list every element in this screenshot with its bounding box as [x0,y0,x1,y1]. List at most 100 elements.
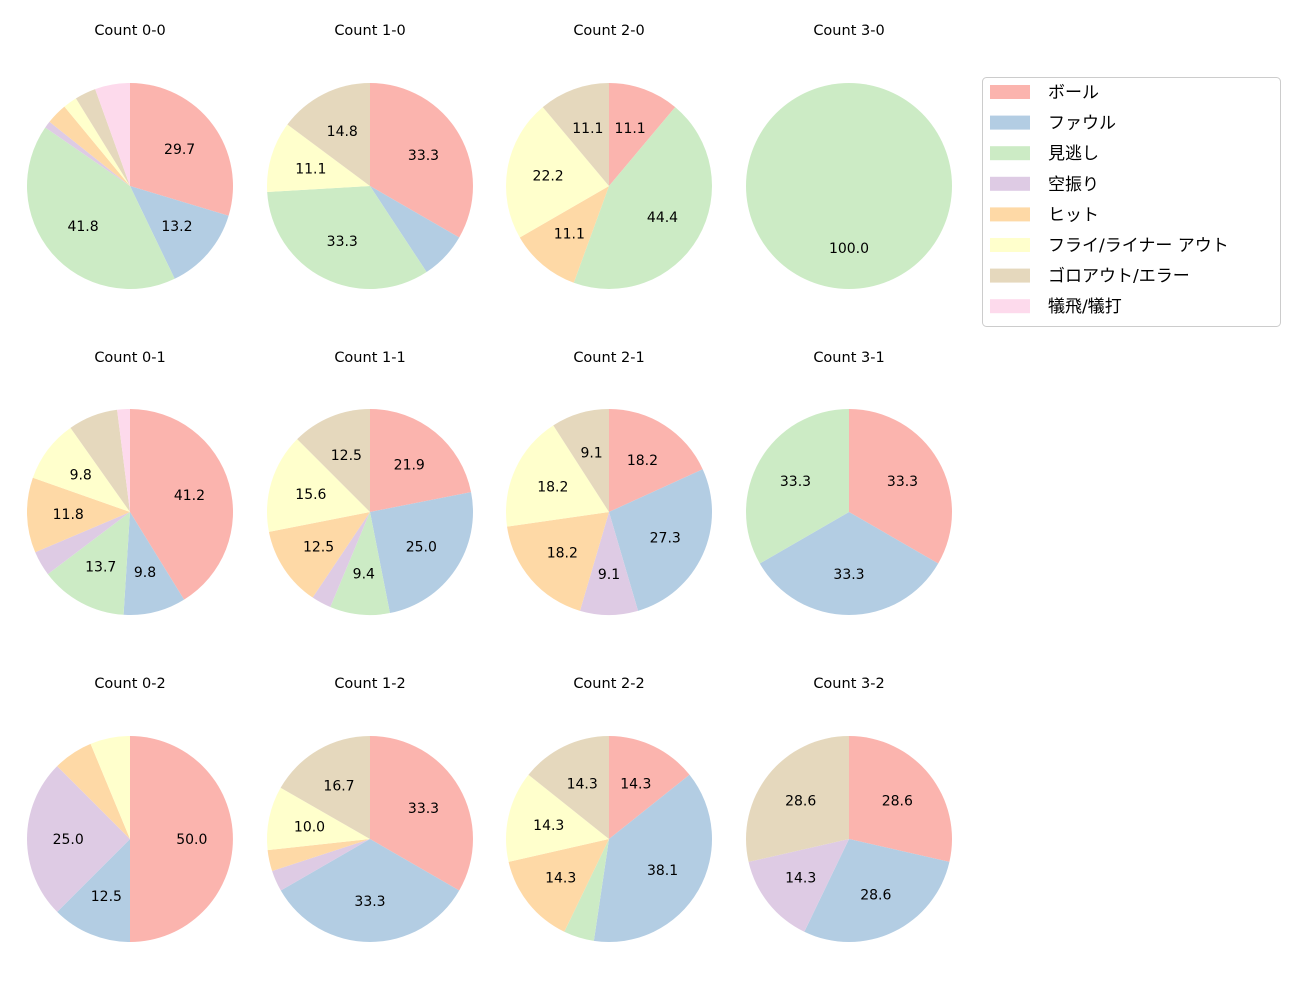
pie-slice [95,83,130,186]
pie-slice [370,186,460,273]
data-label: 14.8 [327,124,358,140]
data-label: 11.1 [295,161,326,177]
pie-slice [130,409,233,600]
pie-slice [609,409,703,512]
data-label: 14.3 [785,871,816,887]
pie-slice [267,839,370,872]
data-label: 33.3 [887,474,918,490]
pie-count-1-2: Count 1-2 33.3 33.3 10.0 16.7 [267,676,473,942]
pie-slice [130,186,229,279]
data-label: 29.7 [164,142,195,158]
pie-slice [267,186,427,290]
data-label: 21.9 [394,457,425,473]
pie-slice [759,512,939,615]
pie-count-3-2: Count 3-2 28.6 28.6 14.3 28.6 [745,676,952,943]
legend-label: フライ/ライナー アウト [1048,236,1229,256]
pie-slice [57,743,131,839]
pie-slice [49,106,130,186]
legend-item: ゴロアウト/エラー [990,266,1190,287]
pie-title: Count 3-1 [813,350,884,366]
data-label: 25.0 [406,539,437,555]
pie-slice [123,512,185,615]
data-label: 33.3 [408,801,439,817]
pie-title: Count 0-1 [94,350,165,366]
pie-count-2-0: Count 2-0 11.1 44.4 11.1 22.2 11.1 [505,23,713,290]
legend-label: ファウル [1048,114,1116,134]
data-label: 16.7 [323,779,354,795]
pie-title: Count 2-0 [573,23,644,39]
pie-slice [70,409,130,512]
data-label: 50.0 [176,832,207,848]
pie-slice [27,766,131,912]
data-label: 11.1 [572,121,603,137]
pie-slice [287,83,370,186]
legend-label: 見逃し [1048,144,1099,164]
pie-slice [47,512,130,615]
pie-count-0-0: Count 0-0 29.7 13.2 41.8 [26,23,234,290]
pie-slice [32,427,130,512]
pie-title: Count 3-2 [813,676,884,692]
legend-label: 空振り [1048,175,1099,195]
data-label: 9.8 [70,468,92,484]
pie-slice [506,774,609,862]
pie-title: Count 2-1 [573,350,644,366]
data-label: 13.2 [161,219,192,235]
data-label: 38.1 [647,863,678,879]
legend-label: ゴロアウト/エラー [1048,266,1190,287]
data-label: 18.2 [627,453,658,469]
data-label: 28.6 [882,793,913,809]
legend-item: フライ/ライナー アウト [990,236,1229,256]
pie-count-0-2: Count 0-2 50.0 12.5 25.0 [27,676,233,942]
pie-slice [57,839,131,942]
legend-item: 犠飛/犠打 [990,297,1122,317]
pie-title: Count 1-1 [334,350,405,366]
pie-title: Count 0-2 [94,676,165,692]
data-label: 15.6 [295,487,326,503]
pie-slice [130,736,233,942]
pie-title: Count 1-2 [334,676,405,692]
pie-slice [579,512,639,615]
data-label: 12.5 [331,448,362,464]
data-label: 11.1 [554,226,585,242]
pie-slice [297,409,370,512]
pie-slice [849,409,952,564]
data-label: 27.3 [650,531,681,547]
data-label: 25.0 [53,832,84,848]
data-label: 33.3 [354,894,385,910]
pie-slice [508,839,609,932]
pie-slice [370,409,472,512]
data-label: 13.7 [85,559,116,575]
data-label: 9.4 [353,566,375,582]
data-label: 10.0 [294,819,325,835]
pie-title: Count 0-0 [94,23,165,39]
legend-label: ボール [1048,83,1099,103]
legend-item: ヒット [990,205,1099,225]
data-label: 22.2 [533,168,564,184]
pie-count-3-0: Count 3-0 100.0 [746,23,952,289]
pie-slice [609,736,690,839]
data-label: 18.2 [537,479,568,495]
pie-slice [64,98,130,186]
pie-slice [370,83,473,238]
data-label: 18.2 [547,545,578,561]
pie-title: Count 3-0 [813,23,884,39]
pie-slice [75,89,130,186]
data-label: 14.3 [567,776,598,792]
legend-item: ボール [990,83,1099,103]
pie-slice [27,477,130,553]
data-label: 12.5 [303,539,334,555]
legend-label: ヒット [1048,205,1099,225]
legend-swatch [990,146,1030,161]
legend-item: 空振り [990,175,1099,195]
data-label: 11.8 [53,507,84,523]
data-label: 14.3 [533,818,564,834]
pie-slice [553,409,609,512]
pie-slice [268,512,370,598]
pie-slice [330,512,390,615]
data-label: 33.3 [780,474,811,490]
pie-slice [745,736,849,862]
pie-slice [272,839,370,891]
pie-count-2-2: Count 2-2 14.3 38.1 14.3 14.3 14.3 [506,676,712,942]
pie-count-2-1: Count 2-1 18.2 27.3 9.1 18.2 18.2 9.1 [506,350,712,615]
